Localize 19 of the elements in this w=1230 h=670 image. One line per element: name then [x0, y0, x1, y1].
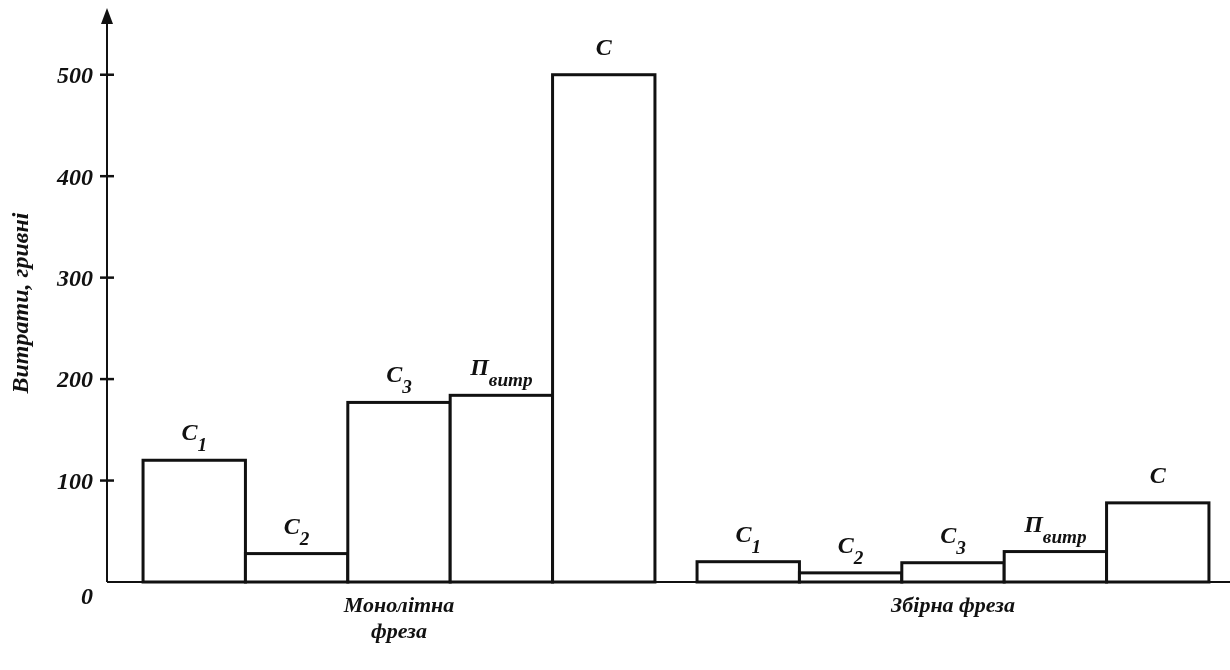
y-tick-label: 400	[56, 163, 93, 190]
text: П$_{витр}$	[1024, 510, 1087, 547]
text: C$_{3}$	[940, 521, 966, 558]
series-label: C$_{2}$	[283, 512, 310, 549]
y-tick-label: 500	[57, 62, 93, 89]
y-tick-label: 0	[81, 582, 93, 609]
y-tick-label: 200	[56, 366, 93, 393]
text: C	[595, 33, 612, 60]
text: C$_{1}$	[181, 419, 208, 455]
series-label: П$_{витр}$	[469, 354, 533, 390]
x-tick-label: Збірна фреза	[890, 592, 1015, 617]
y-tick-label: 300	[56, 265, 93, 292]
text: C$_{2}$	[837, 531, 864, 568]
y-tick-label: 100	[57, 467, 93, 494]
y-axis-title: Витрати, гривні	[7, 212, 33, 395]
series-label: C	[1149, 461, 1167, 488]
series-label: C$_{3}$	[386, 361, 413, 397]
series-label: C$_{1}$	[735, 520, 762, 557]
x-tick-label: Монолітна фреза	[342, 592, 455, 643]
